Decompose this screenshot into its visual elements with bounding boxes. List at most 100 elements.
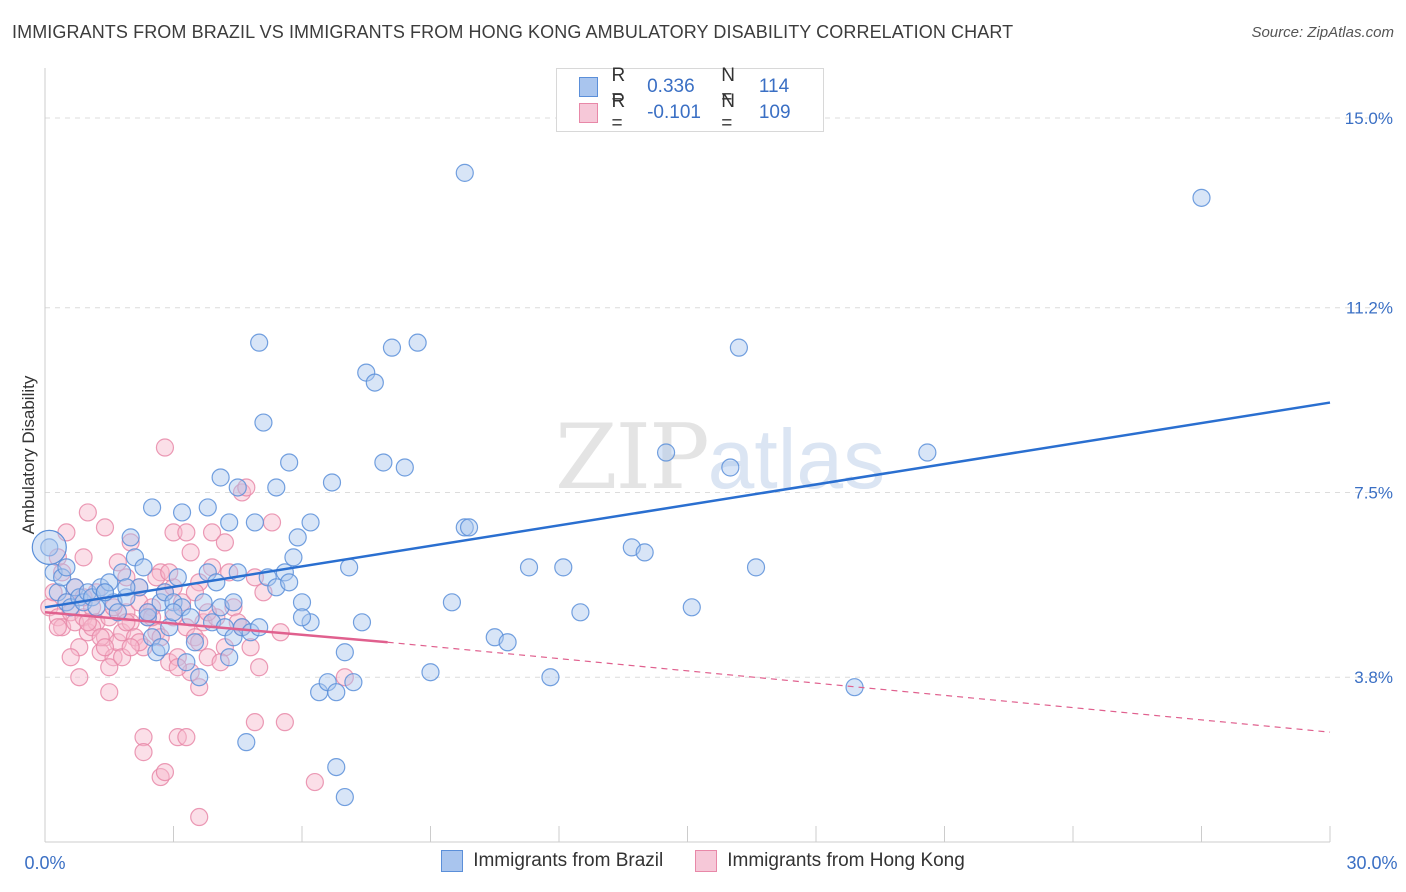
brazil-point-58 [344,673,363,692]
chart-title: IMMIGRANTS FROM BRAZIL VS IMMIGRANTS FRO… [12,22,1014,42]
legend-row-brazil: R = 0.336 N = 114 [579,65,823,108]
brazil-point-63 [211,468,230,487]
brazil-point-113 [292,608,312,627]
brazil-point-32 [177,653,196,672]
hk-point-61 [164,523,183,542]
y-axis-label: Ambulatory Disability [19,375,38,534]
brazil-point-85 [519,558,539,577]
brazil-point-70 [288,528,307,547]
brazil-point-81 [442,593,462,612]
hk-point-64 [134,728,153,747]
brazil-point-80 [421,663,440,682]
hk-point-101 [48,618,67,637]
y-tick-label-2: 11.2% [1346,299,1393,318]
brazil-point-79 [408,333,427,352]
brazil-point-60 [142,498,162,517]
hk-point-87 [211,653,230,672]
brazil-points [31,163,1211,807]
brazil-point-111 [138,603,157,622]
hk-point-96 [121,638,140,657]
hk-point-73 [305,772,324,792]
brazil-point-97 [918,443,937,462]
brazil-point-28 [160,618,179,637]
brazil-point-105 [151,638,170,657]
watermark-zip: ZIP [555,405,710,510]
brazil-point-67 [254,413,273,432]
brazil-point-35 [190,668,209,687]
hk-point-46 [74,548,93,567]
legend-swatch-hk [579,103,598,123]
brazil-point-65 [228,478,247,497]
brazil-point-19 [121,528,140,547]
brazil-point-112 [224,593,243,612]
brazil-point-92 [682,598,701,617]
brazil-point-104 [459,518,479,537]
brazil-point-99 [455,163,474,182]
hk-point-70 [190,807,209,827]
y-tick-label-3: 15.0% [1345,109,1393,128]
brazil-point-75 [365,373,384,392]
hk-point-54 [215,533,234,552]
brazil-point-103 [237,733,256,752]
series-legend: Immigrants from Brazil Immigrants from H… [0,850,1406,872]
legend-n-value-brazil: 114 [758,76,790,97]
hk-point-43 [241,638,260,657]
hk-point-75 [100,683,119,702]
brazil-point-56 [327,683,346,702]
brazil-point-66 [245,513,264,532]
legend-n-value-hk: 109 [758,102,791,123]
hk-point-48 [108,553,127,572]
hk-point-62 [177,523,196,542]
hk-point-78 [190,678,209,697]
x-tick-label-1: 30.0% [1346,853,1397,873]
hk-point-82 [100,658,119,677]
y-tick-label-1: 7.5% [1354,483,1393,502]
brazil-point-108 [280,573,299,592]
hk-point-72 [275,713,294,732]
brazil-point-34 [185,633,205,652]
hk-point-60 [155,438,175,457]
brazil-point-73 [340,558,359,577]
brazil-point-109 [117,578,136,597]
hk-point-53 [202,523,222,542]
brazil-point-86 [541,668,560,687]
hk-point-19 [121,613,140,632]
brazil-point-77 [382,338,402,357]
y-tick-label-0: 3.8% [1354,668,1393,687]
brazil-point-82 [455,518,474,537]
hk-point-103 [190,633,209,652]
brazil-point-53 [301,613,320,632]
hk-point-65 [134,743,153,762]
hk-point-94 [91,628,110,647]
hk-point-44 [250,658,269,677]
hk-point-79 [61,648,80,667]
brazil-point-102 [335,787,354,807]
chart-source: Source: ZipAtlas.com [1251,24,1394,41]
legend-row-hk: R = -0.101 N = 109 [579,91,823,134]
hk-point-74 [335,668,354,687]
hk-point-85 [160,563,179,582]
brazil-point-61 [172,503,192,522]
brazil-point-3 [53,568,72,587]
brazil-point-78 [395,458,414,477]
hk-point-41 [224,598,243,617]
trend-lines [44,401,1331,733]
brazil-point-84 [498,633,517,652]
brazil-point-57 [335,643,354,662]
brazil-point-95 [746,558,766,577]
hk-point-97 [168,658,187,677]
hk-point-30 [168,648,187,667]
hk-point-76 [70,668,89,687]
trend-line-hk-extension [387,641,1331,733]
brazil-point-51 [284,548,303,567]
correlation-legend: R = 0.336 N = 114 R = -0.101 N = 109 [556,65,824,134]
hk-point-71 [245,713,264,732]
legend-r-label: R = [611,91,626,134]
series-swatch-brazil [441,850,464,872]
brazil-point-110 [57,558,76,577]
legend-swatch-brazil [579,77,598,97]
axes [44,68,1331,843]
brazil-point-64 [220,513,239,532]
legend-n-label: N = [721,91,735,134]
brazil-point-33 [181,608,200,627]
